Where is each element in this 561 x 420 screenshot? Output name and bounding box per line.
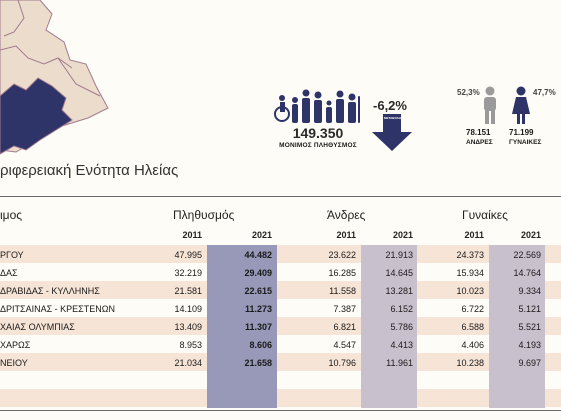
header-men: Άνδρες [327, 208, 366, 222]
men-2011-value: 7.387 [333, 304, 356, 314]
women-2011-value: 15.934 [456, 268, 484, 278]
header-population: Πληθυσμός [173, 208, 235, 222]
women-number: 71.199 [509, 128, 534, 137]
men-2021-value: 14.645 [385, 268, 413, 278]
women-2011-value: 10.238 [456, 358, 484, 368]
men-2021-value: 21.913 [385, 250, 413, 260]
men-number: 78.151 [466, 128, 491, 137]
people-group-icon [274, 89, 360, 123]
man-icon [484, 86, 496, 124]
population-label: ΜΟΝΙΜΟΣ ΠΛΗΘΥΣΜΟΣ [279, 142, 357, 149]
pop-2021-value: 29.409 [244, 268, 272, 278]
row-band [0, 353, 561, 371]
map-region-border-2 [3, 0, 25, 37]
row-band [0, 281, 561, 299]
pop-2021-value: 22.615 [244, 286, 272, 296]
men-2011-value: 16.285 [328, 268, 356, 278]
men-2021-value: 4.413 [390, 340, 413, 350]
women-2021-value: 5.521 [518, 322, 541, 332]
women-2021-value: 22.569 [513, 250, 541, 260]
population-number: 149.350 [292, 125, 344, 141]
year-header: 2021 [520, 230, 541, 240]
municipality-name: ΡΓΟΥ [0, 250, 24, 260]
women-2021-value: 9.334 [518, 286, 541, 296]
pop-2011-value: 32.219 [174, 268, 202, 278]
year-header: 2011 [336, 230, 356, 240]
year-header: 2011 [182, 230, 202, 240]
pop-2021-value: 21.658 [244, 358, 272, 368]
municipality-name: ΔΡΙΤΣΑΙΝΑΣ - ΚΡΕΣΤΕΝΩΝ [0, 304, 115, 314]
row-band [0, 245, 561, 263]
ileia-region-highlight [0, 77, 73, 155]
women-2021-value: 5.121 [518, 304, 541, 314]
men-2021-value: 5.786 [390, 322, 413, 332]
women-2021-value: 4.193 [518, 340, 541, 350]
municipality-name: ΝΕΙΟΥ [0, 358, 28, 368]
pop-2021-value: 11.273 [244, 304, 272, 314]
year-header: 2021 [251, 230, 272, 240]
women-2011-value: 10.023 [456, 286, 484, 296]
men-2021-column [361, 245, 417, 408]
pop-2011-value: 21.034 [174, 358, 202, 368]
header-women: Γυναίκες [462, 208, 508, 222]
row-band [0, 317, 561, 335]
map-region-border-1 [0, 45, 73, 69]
women-2011-value: 24.373 [456, 250, 484, 260]
title-divider [0, 196, 561, 197]
women-2011-value: 6.588 [461, 322, 484, 332]
municipality-name: ΧΑΙΑΣ ΟΛΥΜΠΙΑΣ [0, 322, 75, 332]
male-percent: 52,3% [457, 88, 480, 97]
women-label: ΓΥΝΑΙΚΕΣ [509, 139, 542, 146]
men-label: ΑΝΔΡΕΣ [466, 139, 493, 146]
men-2011-value: 6.821 [333, 322, 356, 332]
table-bottom-divider [0, 410, 561, 411]
men-2011-value: 23.622 [328, 250, 356, 260]
women-2021-value: 9.697 [518, 358, 541, 368]
pop-2011-value: 8.953 [179, 340, 202, 350]
women-2011-value: 4.406 [461, 340, 484, 350]
header-municipality: ιμος [0, 208, 23, 222]
men-2011-value: 11.558 [329, 286, 356, 296]
population-change: -6,2% [373, 98, 407, 113]
row-band [0, 389, 561, 407]
population-2021-column [207, 245, 277, 408]
year-header: 2011 [464, 230, 484, 240]
pop-2011-value: 47.995 [174, 250, 202, 260]
change-label: ΜΕΤΑΒΟΛΗ [384, 116, 401, 120]
woman-icon [512, 86, 530, 124]
municipality-name: ΧΑΡΩΣ [0, 340, 31, 350]
female-percent: 47,7% [533, 88, 556, 97]
municipality-name: ΔΑΣ [0, 268, 18, 278]
men-2021-value: 11.961 [386, 358, 413, 368]
men-2021-value: 6.152 [390, 304, 413, 314]
region-title: ριφερειακή Ενότητα Ηλείας [0, 162, 179, 179]
pop-2011-value: 21.581 [174, 286, 202, 296]
pop-2021-value: 11.307 [244, 322, 272, 332]
pop-2011-value: 13.409 [174, 322, 202, 332]
women-2021-column [489, 245, 545, 408]
pop-2021-value: 8.606 [249, 340, 272, 350]
pop-2011-value: 14.109 [174, 304, 202, 314]
year-header: 2021 [392, 230, 413, 240]
men-2011-value: 10.796 [328, 358, 356, 368]
men-2021-value: 13.281 [385, 286, 413, 296]
pop-2021-value: 44.482 [244, 250, 272, 260]
municipality-name: ΔΡΑΒΙΔΑΣ - ΚΥΛΛΗΝΗΣ [0, 286, 100, 296]
women-2011-value: 6.722 [461, 304, 484, 314]
down-arrow-icon [372, 114, 412, 151]
region-map [0, 0, 109, 155]
map-region-border-3 [57, 57, 101, 97]
men-2011-value: 4.547 [333, 340, 356, 350]
women-2021-value: 14.764 [513, 268, 541, 278]
